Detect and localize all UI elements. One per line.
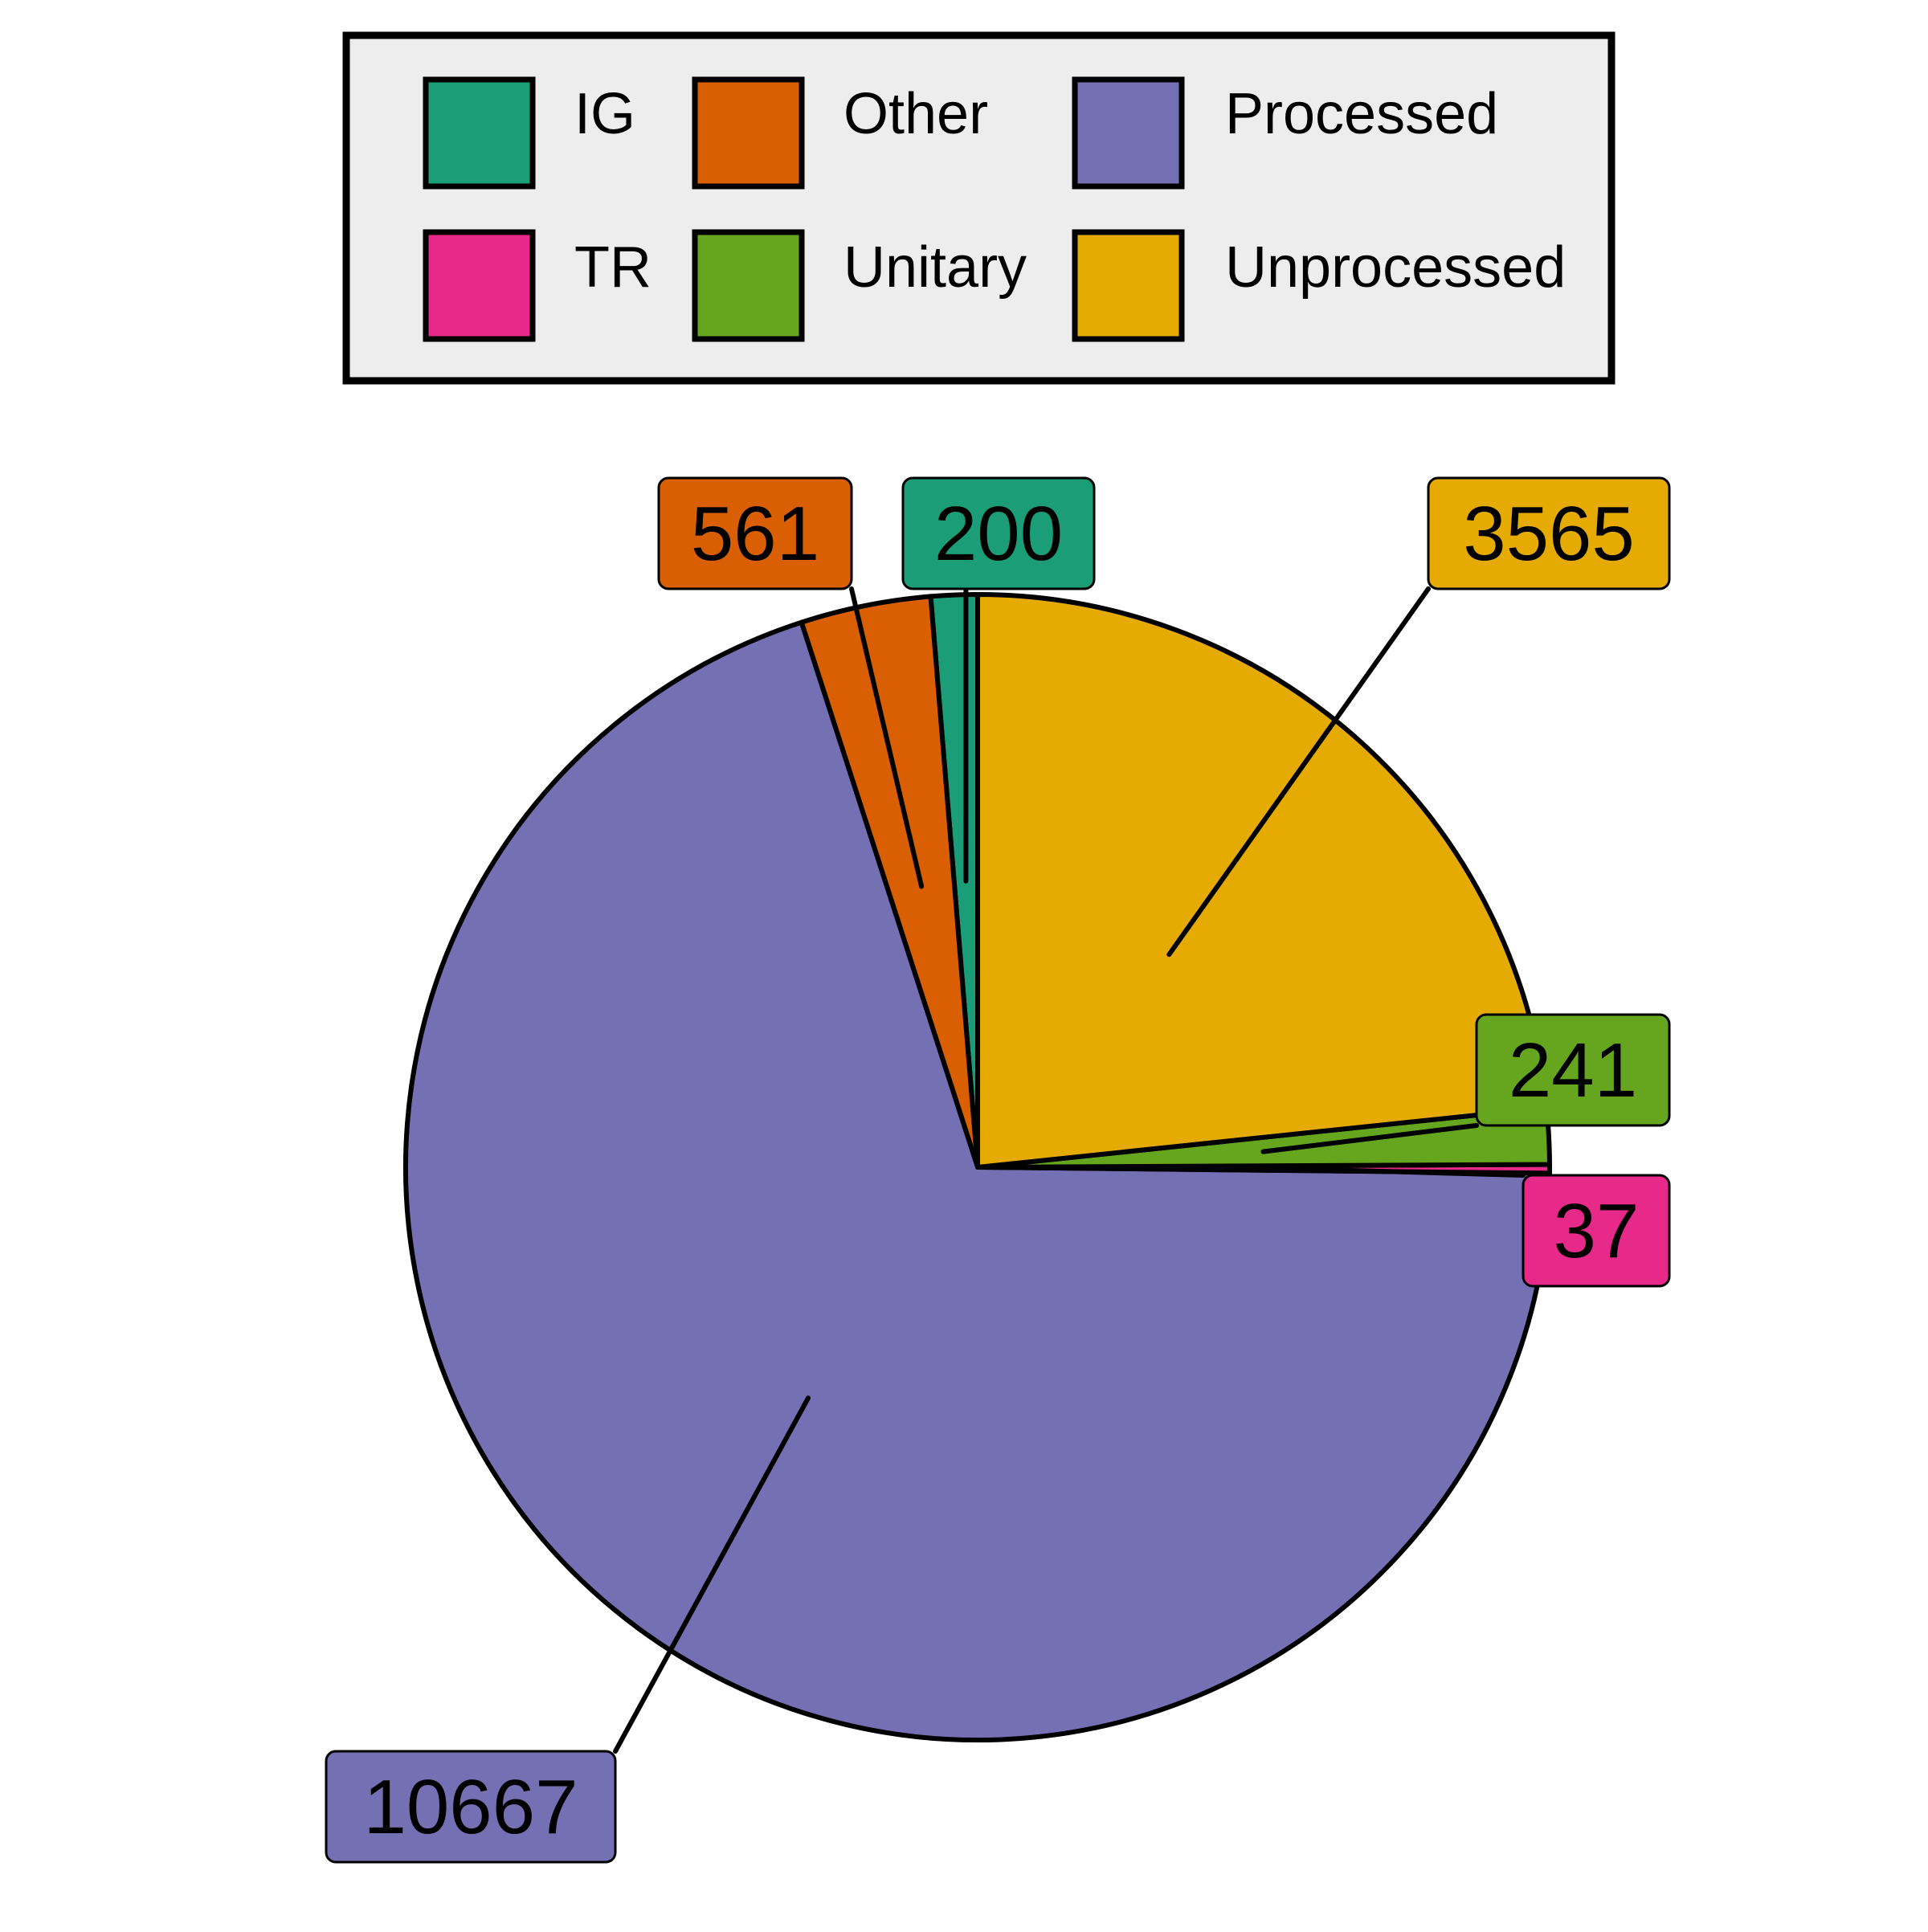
legend-key-unprocessed — [1072, 229, 1185, 342]
leader-line-processed — [613, 1395, 811, 1754]
pie-slice-processed — [403, 619, 1552, 1742]
data-label-box-processed — [325, 1750, 617, 1864]
data-label-ig: 200 — [934, 491, 1063, 577]
data-label-other: 561 — [691, 491, 819, 577]
legend-key-processed — [1072, 76, 1185, 190]
legend-label-unitary: Unitary — [844, 235, 1027, 300]
data-label-unprocessed: 3565 — [1463, 491, 1635, 577]
data-labels: 200 561 10667 37 241 3565 — [325, 476, 1671, 1864]
data-label-box-ig — [901, 476, 1096, 590]
legend-label-other: Other — [844, 82, 988, 146]
data-label-box-unprocessed — [1427, 476, 1671, 590]
pie-slice-unprocessed — [975, 592, 1550, 1170]
legend-key-other — [692, 76, 805, 190]
leader-line-other — [849, 586, 925, 889]
data-label-box-unitary — [1475, 1013, 1671, 1127]
leader-line-tr — [1261, 1166, 1526, 1178]
leader-lines — [613, 586, 1526, 1754]
data-label-box-other — [657, 476, 853, 590]
pie-slices — [403, 592, 1552, 1742]
leader-line-unprocessed — [1166, 586, 1431, 958]
data-label-box-tr — [1522, 1174, 1671, 1288]
data-label-unitary: 241 — [1509, 1027, 1637, 1113]
legend-box — [342, 31, 1616, 385]
legend-label-ig: IG — [574, 82, 635, 146]
legend-key-ig — [423, 76, 536, 190]
data-label-tr: 37 — [1554, 1188, 1640, 1274]
legend: IG Other Processed TR Unitary Unprocessed — [342, 31, 1616, 385]
legend-key-unitary — [692, 229, 805, 342]
data-label-processed: 10667 — [364, 1764, 578, 1850]
legend-key-tr — [423, 229, 536, 342]
leader-line-unitary — [1260, 1123, 1479, 1154]
legend-label-unprocessed: Unprocessed — [1225, 235, 1566, 300]
legend-label-processed: Processed — [1225, 82, 1498, 146]
legend-label-tr: TR — [574, 235, 652, 300]
